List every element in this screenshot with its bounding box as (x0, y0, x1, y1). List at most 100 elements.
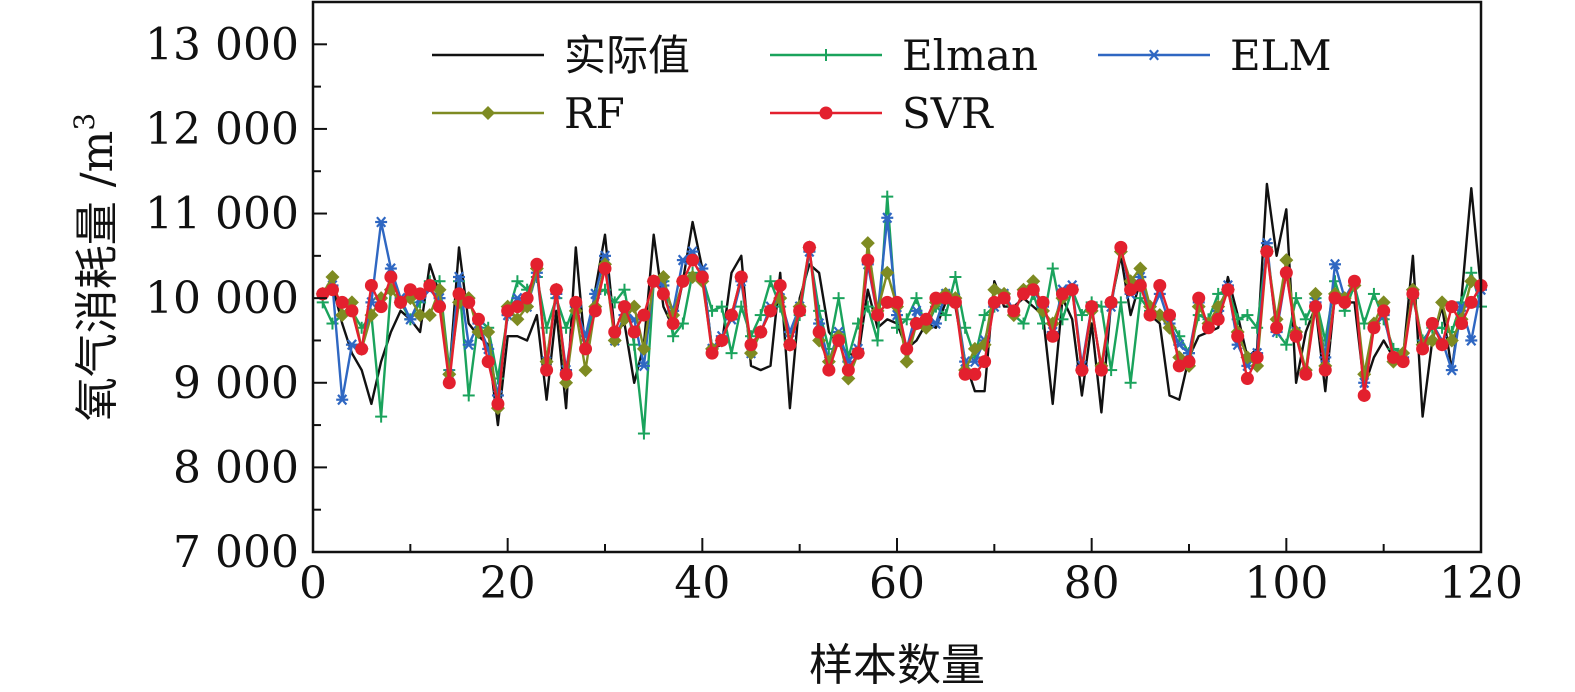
data-point (510, 312, 525, 327)
data-point (919, 312, 933, 326)
data-point (617, 300, 631, 314)
data-point (1425, 317, 1439, 331)
data-point (832, 333, 846, 347)
data-point (1338, 295, 1352, 309)
data-point (549, 283, 563, 297)
data-point (1279, 253, 1294, 268)
data-point (1367, 287, 1380, 300)
data-point (1260, 245, 1274, 259)
y-tick-label: 13 000 (145, 19, 299, 70)
data-point (579, 342, 593, 356)
data-point (783, 338, 797, 352)
data-point (325, 283, 339, 297)
data-point (1328, 291, 1342, 305)
data-point (1017, 317, 1030, 330)
data-point (336, 394, 349, 406)
data-point (325, 270, 340, 284)
data-point (501, 304, 515, 318)
data-point (1465, 334, 1478, 346)
data-point (462, 339, 475, 351)
data-point (345, 304, 359, 318)
data-point (1046, 329, 1060, 343)
data-point (1046, 262, 1059, 275)
data-point (598, 262, 612, 276)
y-axis-label-text: 氧气消耗量 /m (72, 131, 123, 422)
data-point (481, 325, 496, 339)
data-point (1056, 313, 1069, 326)
data-point (1172, 359, 1186, 373)
data-point (909, 317, 923, 331)
data-point (1357, 388, 1371, 402)
data-point (453, 271, 465, 283)
data-point (1280, 338, 1293, 351)
legend-item: Elman (770, 31, 1038, 80)
data-point (1026, 283, 1040, 297)
data-point (715, 333, 729, 347)
data-point (695, 270, 709, 284)
y-axis-label: 氧气消耗量 /m3 (68, 113, 123, 421)
data-point (705, 346, 719, 360)
data-point (637, 308, 651, 322)
y-tick-label: 10 000 (145, 273, 299, 324)
data-point (987, 295, 1001, 309)
data-point (939, 291, 953, 305)
data-point (1124, 376, 1137, 389)
data-point (1221, 283, 1235, 297)
data-point (997, 291, 1011, 305)
data-point (618, 283, 631, 296)
data-point (929, 318, 942, 330)
data-point (1241, 309, 1254, 322)
data-point (1075, 363, 1089, 377)
y-tick-label: 8 000 (173, 442, 299, 493)
y-tick-label: 9 000 (173, 358, 299, 409)
data-point (1085, 300, 1099, 314)
data-point (335, 295, 349, 309)
data-point (1445, 364, 1458, 376)
data-point (1329, 258, 1341, 270)
data-point (666, 317, 680, 331)
x-tick-label: 0 (299, 558, 327, 609)
data-point (881, 190, 894, 203)
data-point (978, 309, 991, 322)
data-point (599, 250, 611, 262)
data-point (1065, 283, 1079, 297)
data-point (627, 325, 641, 339)
y-tick-label: 11 000 (145, 189, 299, 240)
data-point (384, 270, 398, 284)
data-point (832, 292, 845, 305)
data-point (608, 325, 622, 339)
data-point (667, 330, 680, 343)
data-point (1455, 317, 1469, 331)
data-point (355, 342, 369, 356)
data-point (413, 287, 427, 301)
legend-marker (481, 106, 495, 120)
x-tick-label: 60 (869, 558, 925, 609)
data-point (394, 295, 408, 309)
data-point (403, 283, 417, 297)
data-point (793, 304, 807, 318)
legend-label: 实际值 (564, 31, 690, 80)
data-point (404, 313, 417, 325)
data-point (1104, 295, 1118, 309)
data-point (1318, 363, 1332, 377)
data-point (1055, 287, 1069, 301)
data-point (734, 270, 748, 284)
data-point (510, 300, 524, 314)
x-tick-label: 120 (1439, 558, 1523, 609)
legend-marker (819, 106, 833, 120)
data-point (949, 271, 962, 283)
data-point (890, 295, 904, 309)
data-point (1464, 295, 1478, 309)
data-point (1114, 240, 1128, 254)
data-point (929, 291, 943, 305)
data-point (881, 212, 894, 224)
data-point (462, 295, 476, 309)
data-point (900, 342, 914, 356)
data-point (1377, 304, 1391, 318)
data-point (375, 410, 388, 423)
data-point (754, 309, 767, 322)
data-point (647, 274, 661, 288)
axis-ticks: 0 20 40 60 80 100 120 7 000 8 000 9 000 10 000 11 0… (145, 1, 1523, 609)
data-point (861, 253, 875, 267)
legend-marker (1148, 49, 1160, 61)
